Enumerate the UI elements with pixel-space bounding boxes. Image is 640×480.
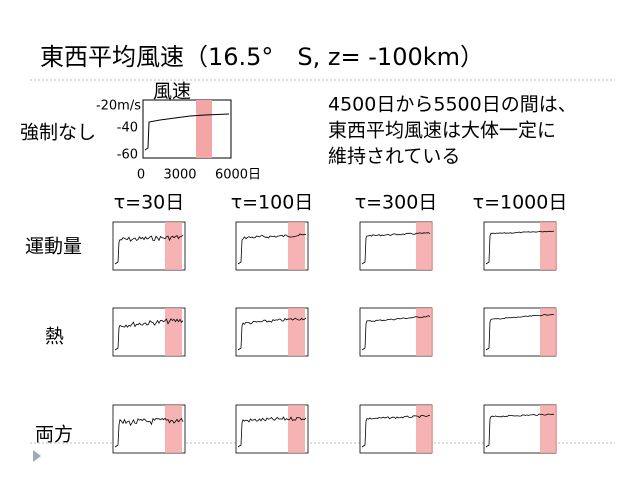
x-tick-label: 6000日 xyxy=(215,168,261,183)
row-label: 熱 xyxy=(45,326,64,348)
mini-curve xyxy=(485,230,555,265)
mini-curve xyxy=(361,315,431,351)
mini-curve xyxy=(237,416,307,448)
highlight-band xyxy=(288,405,305,453)
row-label: 運動量 xyxy=(25,236,82,258)
highlight-band xyxy=(288,308,305,356)
x-tick-label: 3000 xyxy=(163,168,196,183)
mini-curve xyxy=(361,414,431,448)
mini-curve xyxy=(237,233,307,265)
x-tick-label: 0 xyxy=(137,168,145,183)
row-label: 両方 xyxy=(35,424,73,446)
slide-title: 東西平均風速（16.5° S, z= -100km） xyxy=(40,43,484,71)
highlight-band xyxy=(165,222,182,270)
highlight-band xyxy=(416,405,433,453)
mini-curve xyxy=(114,234,184,265)
highlight-band xyxy=(288,222,305,270)
mini-curve xyxy=(485,413,555,448)
highlight-band xyxy=(416,222,433,270)
mini-curve xyxy=(361,232,431,265)
mini-curve xyxy=(237,317,307,351)
highlight-band xyxy=(165,405,182,453)
plot-frame xyxy=(142,99,232,159)
highlight-band xyxy=(196,100,212,158)
highlight-band xyxy=(540,222,557,270)
column-header: τ=1000日 xyxy=(473,192,568,214)
y-tick-label: -40 xyxy=(117,121,138,136)
note-line: 4500日から5500日の間は、 xyxy=(328,94,577,116)
note-line: 東西平均風速は大体一定に xyxy=(328,120,556,142)
note-line: 維持されている xyxy=(328,146,460,168)
highlight-band xyxy=(540,405,557,453)
mini-curve xyxy=(485,313,555,351)
highlight-band xyxy=(165,308,182,356)
mini-curve xyxy=(114,318,184,351)
curve xyxy=(144,113,230,151)
y-tick-label: -60 xyxy=(117,148,138,163)
column-header: τ=100日 xyxy=(231,192,314,214)
row-label: 強制なし xyxy=(20,122,96,144)
mini-curve xyxy=(114,417,184,448)
chart-title: 風速 xyxy=(153,81,191,103)
column-header: τ=30日 xyxy=(114,192,185,214)
highlight-band xyxy=(416,308,433,356)
slide-marker xyxy=(33,450,41,462)
highlight-band xyxy=(540,308,557,356)
y-tick-label: -20m/s xyxy=(96,99,141,114)
column-header: τ=300日 xyxy=(355,192,438,214)
